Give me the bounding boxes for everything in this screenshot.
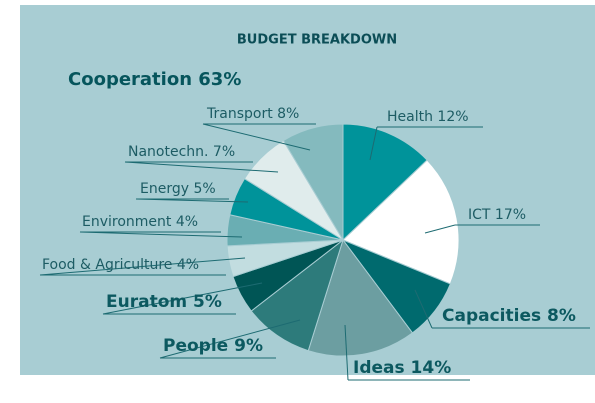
slice-label: Food & Agriculture 4% xyxy=(42,257,199,273)
pie-slice xyxy=(282,123,344,242)
leader-line xyxy=(79,231,243,238)
slice-label: People 9% xyxy=(163,336,263,356)
pie-slice xyxy=(342,123,428,242)
slice-label: ICT 17% xyxy=(468,207,526,223)
slice-label: Euratom 5% xyxy=(106,292,222,312)
leader-line xyxy=(424,224,456,234)
annotation: Cooperation 63% xyxy=(68,69,241,90)
leader-line xyxy=(159,319,301,359)
slice-label: Environment 4% xyxy=(82,214,198,230)
slice-label: Nanotechn. 7% xyxy=(128,144,235,160)
pie-slice xyxy=(342,159,460,285)
slice-label: Health 12% xyxy=(387,109,469,125)
leader-line xyxy=(124,161,279,173)
leader-line xyxy=(39,257,246,276)
slice-label: Ideas 14% xyxy=(353,358,451,378)
chart-title: BUDGET BREAKDOWN xyxy=(237,33,397,48)
leader-line xyxy=(102,282,263,315)
leader-line xyxy=(202,123,311,151)
leader-line xyxy=(344,324,349,381)
slice-label: Transport 8% xyxy=(206,106,299,122)
slice-label: Capacities 8% xyxy=(442,306,576,326)
leader-line xyxy=(369,126,378,161)
leader-line xyxy=(414,289,433,329)
slice-label: Energy 5% xyxy=(140,181,216,197)
